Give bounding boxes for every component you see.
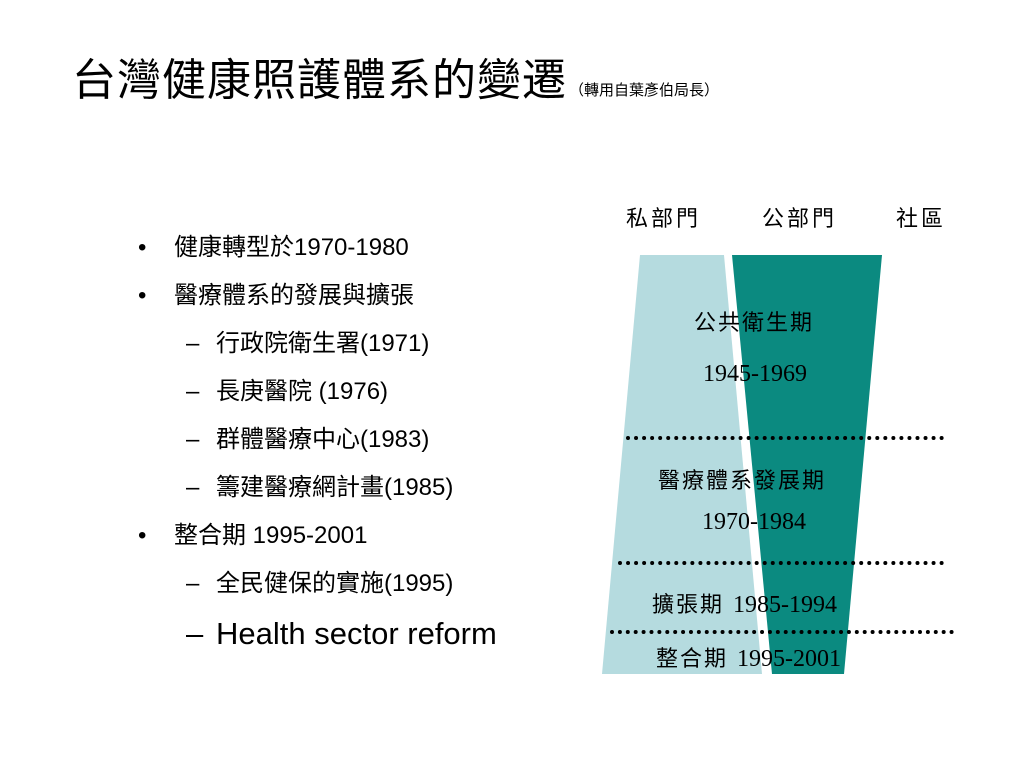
sub-bullet-text: Health sector reform [216, 616, 497, 651]
sub-bullet-marker: – [186, 378, 200, 405]
sub-bullet-text: 長庚醫院 (1976) [216, 378, 389, 405]
sub-bullet-marker: – [186, 570, 200, 597]
slide-title-note: （轉用自葉彥伯局長） [569, 81, 720, 99]
sub-bullet-item: – Health sector reform [138, 612, 598, 668]
sub-bullet-item: – 群體醫療中心(1983) [138, 420, 598, 468]
sub-bullet-item: – 行政院衛生署(1971) [138, 324, 598, 372]
bullet-marker: • [138, 234, 147, 261]
health-system-diagram: 私部門 公部門 社區 公共衛生期 1945-1969 醫療體系發展期 1970-… [590, 195, 980, 685]
slide-title: 台灣健康照護體系的變遷 （轉用自葉彥伯局長） [72, 44, 719, 108]
bullet-item: • 醫療體系的發展與擴張 [138, 276, 598, 324]
slide-title-main: 台灣健康照護體系的變遷 [72, 55, 567, 106]
bullet-text: 醫療體系的發展與擴張 [174, 282, 414, 309]
sub-bullet-item: – 長庚醫院 (1976) [138, 372, 598, 420]
sub-bullet-marker: – [186, 330, 200, 357]
public-sector-band [732, 255, 882, 674]
sub-bullet-marker: – [186, 616, 204, 651]
sub-bullet-marker: – [186, 474, 200, 501]
bullet-item: • 健康轉型於1970-1980 [138, 228, 598, 276]
sub-bullet-text: 群體醫療中心(1983) [216, 426, 430, 453]
period-years: 1945-1969 [703, 361, 807, 387]
period-label: 整合期 1995-2001 [656, 641, 841, 673]
column-header-community: 社區 [896, 207, 947, 232]
sub-bullet-item: – 全民健保的實施(1995) [138, 564, 598, 612]
private-sector-band [602, 255, 762, 674]
period-divider [618, 561, 944, 565]
column-header-public: 公部門 [762, 207, 838, 232]
sector-bands [602, 255, 882, 674]
period-years: 1970-1984 [702, 509, 806, 535]
period-name: 公共衛生期 [694, 311, 815, 336]
period-divider [626, 436, 944, 440]
sub-bullet-text: 行政院衛生署(1971) [216, 330, 430, 357]
period-years: 1985-1994 [733, 592, 838, 618]
bullet-item: • 整合期 1995-2001 [138, 516, 598, 564]
period-label: 擴張期 1985-1994 [652, 587, 837, 619]
period-years: 1995-2001 [737, 646, 842, 672]
bullet-text: 整合期 1995-2001 [174, 522, 368, 549]
bullet-marker: • [138, 522, 147, 549]
bullet-list: • 健康轉型於1970-1980 • 醫療體系的發展與擴張 – 行政院衛生署(1… [138, 228, 598, 668]
column-header-private: 私部門 [626, 207, 702, 232]
period-divider [610, 630, 954, 634]
period-name: 擴張期 [652, 593, 725, 618]
sub-bullet-text: 全民健保的實施(1995) [216, 570, 454, 597]
sub-bullet-item: – 籌建醫療網計畫(1985) [138, 468, 598, 516]
bullet-marker: • [138, 282, 147, 309]
sub-bullet-marker: – [186, 426, 200, 453]
period-name: 整合期 [656, 647, 729, 672]
bullet-text: 健康轉型於1970-1980 [174, 234, 409, 261]
period-name: 醫療體系發展期 [658, 469, 827, 494]
sub-bullet-text: 籌建醫療網計畫(1985) [216, 474, 454, 501]
